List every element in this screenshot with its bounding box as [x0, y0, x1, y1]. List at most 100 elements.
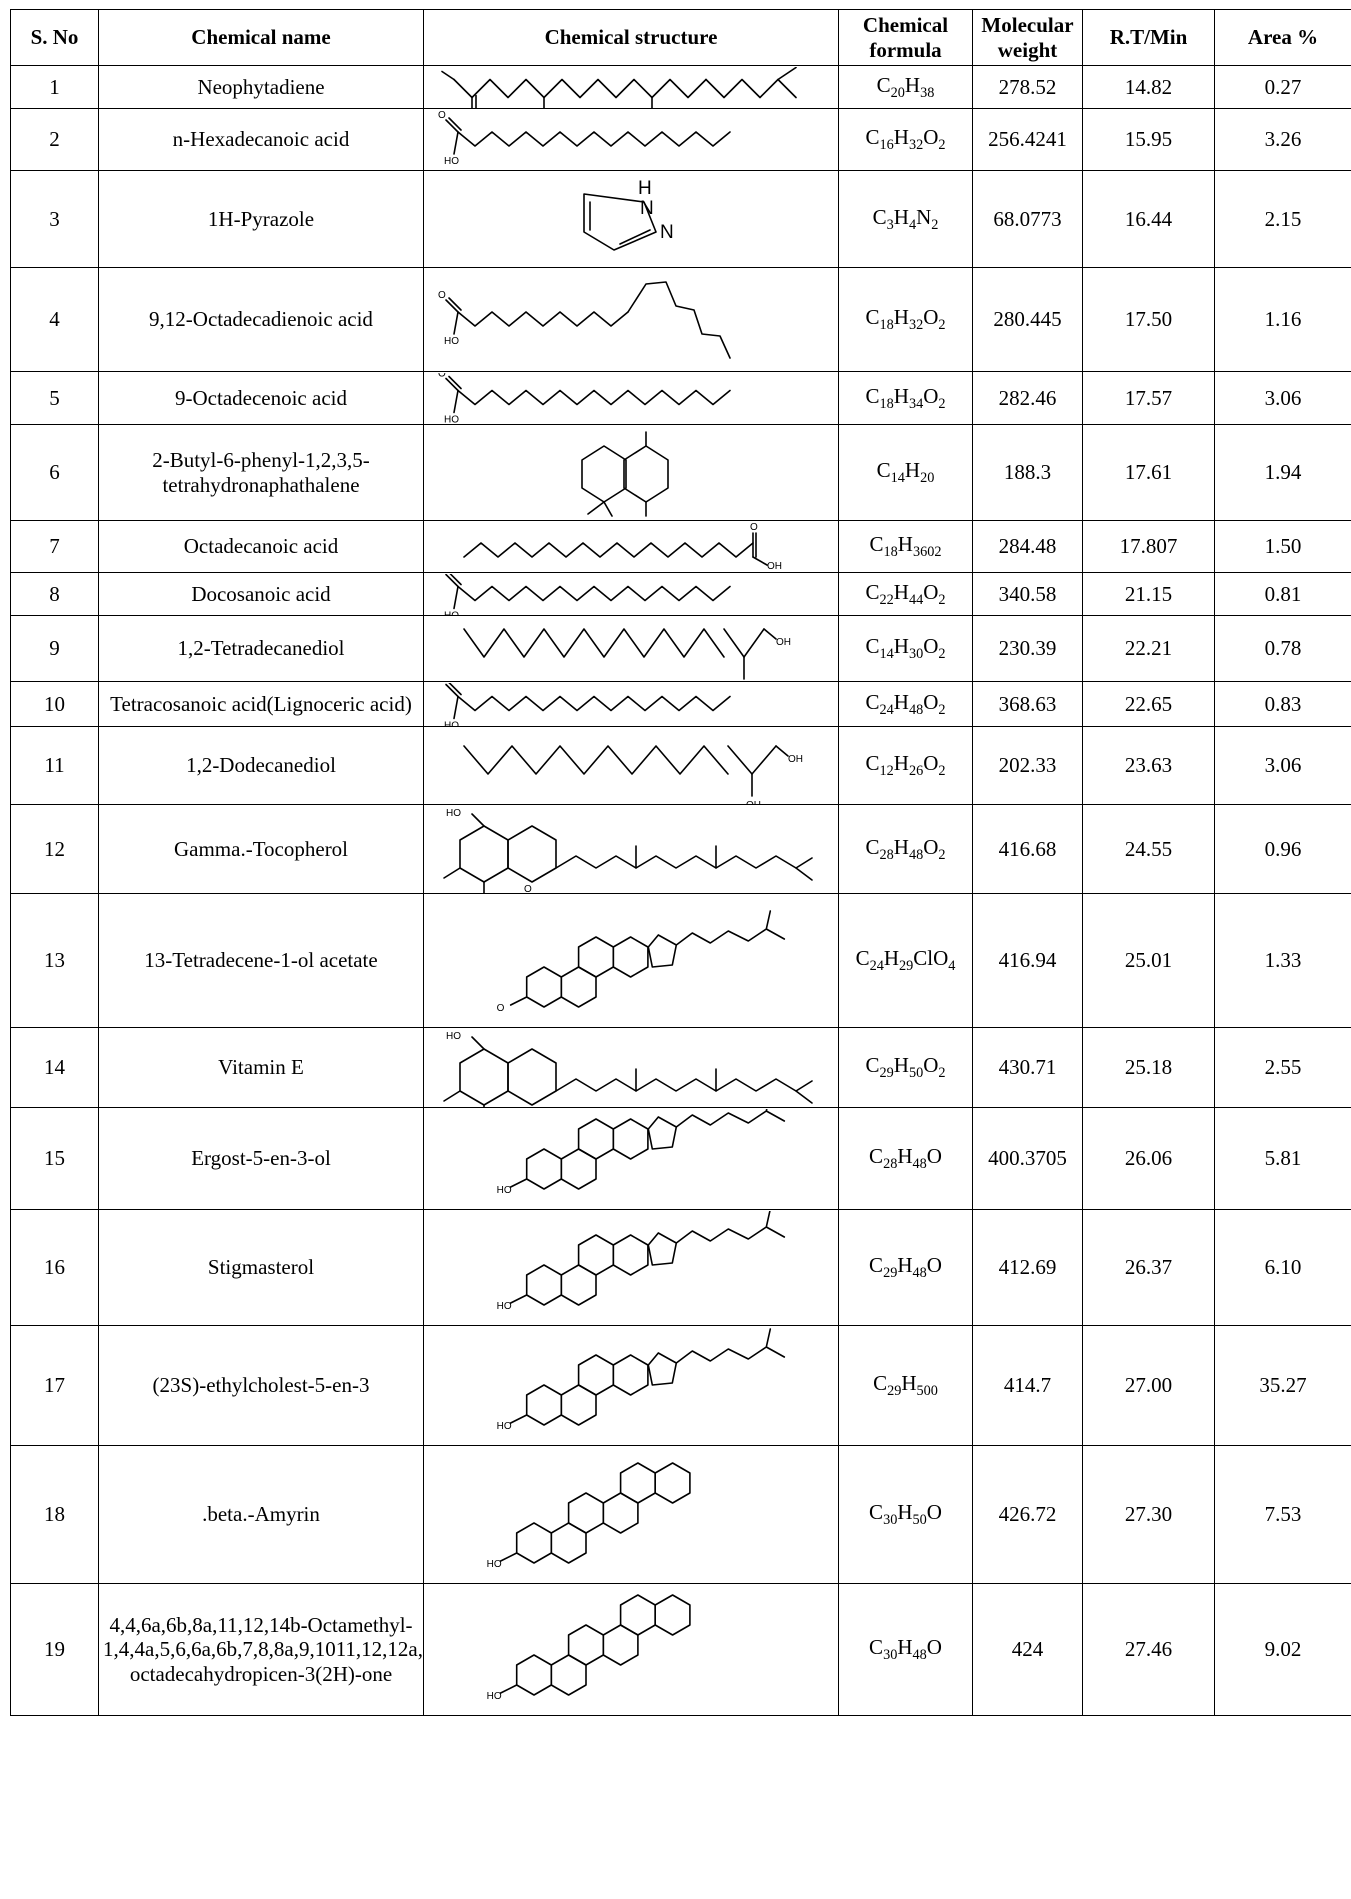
- svg-text:O: O: [438, 110, 446, 121]
- area-percent-cell: 2.15: [1214, 170, 1351, 268]
- chemical-name-cell: Neophytadiene: [98, 65, 424, 109]
- retention-time-cell: 17.57: [1082, 371, 1215, 425]
- table-row: 2 n-Hexadecanoic acid O HO C16H32O2 256.4241 1…: [10, 108, 1351, 171]
- table-row: 1 Neophytadiene C20H38 278.52 14.82 0.27: [10, 65, 1351, 109]
- table-row: 15 Ergost-5-en-3-ol HO C28H48O 400.3705 26.06…: [10, 1107, 1351, 1210]
- molecular-weight-cell: 412.69: [972, 1209, 1083, 1326]
- chemical-formula-cell: C28H48O: [838, 1107, 973, 1210]
- area-percent-cell: 35.27: [1214, 1325, 1351, 1446]
- area-percent-cell: 1.50: [1214, 520, 1351, 573]
- area-percent-cell: 2.55: [1214, 1027, 1351, 1108]
- chemical-name-cell: n-Hexadecanoic acid: [98, 108, 424, 171]
- area-percent-cell: 0.83: [1214, 681, 1351, 727]
- chemical-structure-drawing: HO O: [423, 804, 839, 894]
- area-percent-cell: 1.33: [1214, 893, 1351, 1028]
- header-chemical-formula: Chemical formula: [838, 9, 973, 66]
- chemical-formula-cell: C29H48O: [838, 1209, 973, 1326]
- serial-number-cell: 11: [10, 726, 99, 805]
- chemical-structure-drawing: O: [423, 893, 839, 1028]
- serial-number-cell: 12: [10, 804, 99, 894]
- serial-number-cell: 6: [10, 424, 99, 521]
- table-row: 7 Octadecanoic acid O OH C18H3602 284.48 17.80…: [10, 520, 1351, 573]
- chemical-name-cell: 13-Tetradecene-1-ol acetate: [98, 893, 424, 1028]
- molecular-weight-cell: 414.7: [972, 1325, 1083, 1446]
- serial-number-cell: 8: [10, 572, 99, 616]
- chemical-formula-cell: C30H50O: [838, 1445, 973, 1584]
- serial-number-cell: 5: [10, 371, 99, 425]
- svg-text:HO: HO: [444, 336, 459, 347]
- serial-number-cell: 1: [10, 65, 99, 109]
- retention-time-cell: 22.65: [1082, 681, 1215, 727]
- chemical-structure-drawing: O HO: [423, 267, 839, 372]
- molecular-weight-cell: 230.39: [972, 615, 1083, 682]
- header-molecular-weight: Molecular weight: [972, 9, 1083, 66]
- serial-number-cell: 19: [10, 1583, 99, 1716]
- retention-time-cell: 25.18: [1082, 1027, 1215, 1108]
- chemical-name-cell: .beta.-Amyrin: [98, 1445, 424, 1584]
- svg-text:HO: HO: [444, 720, 459, 726]
- chemical-structure-drawing: HO: [423, 1583, 839, 1716]
- retention-time-cell: 23.63: [1082, 726, 1215, 805]
- molecular-weight-cell: 424: [972, 1583, 1083, 1716]
- retention-time-cell: 17.807: [1082, 520, 1215, 573]
- area-percent-cell: 1.16: [1214, 267, 1351, 372]
- molecular-weight-cell: 416.94: [972, 893, 1083, 1028]
- area-percent-cell: 9.02: [1214, 1583, 1351, 1716]
- chemical-name-cell: (23S)-ethylcholest-5-en-3: [98, 1325, 424, 1446]
- chemical-formula-cell: C22H44O2: [838, 572, 973, 616]
- area-percent-cell: 0.78: [1214, 615, 1351, 682]
- retention-time-cell: 16.44: [1082, 170, 1215, 268]
- retention-time-cell: 21.15: [1082, 572, 1215, 616]
- table-row: 19 4,4,6a,6b,8a,11,12,14b-Octamethyl-1,4,…: [10, 1583, 1351, 1716]
- molecular-weight-cell: 188.3: [972, 424, 1083, 521]
- chemical-formula-cell: C28H48O2: [838, 804, 973, 894]
- chemical-structure-drawing: O HO: [423, 572, 839, 616]
- retention-time-cell: 27.30: [1082, 1445, 1215, 1584]
- chemical-formula-cell: C20H38: [838, 65, 973, 109]
- compounds-table: S. No Chemical name Chemical structure C…: [10, 9, 1351, 1716]
- table-row: 91,2-TetradecanediolOHOHC14H30O2230.3922…: [10, 615, 1351, 682]
- svg-text:OH: OH: [776, 637, 791, 648]
- svg-text:HO: HO: [446, 808, 461, 819]
- table-row: 5 9-Octadecenoic acid O HO C18H34O2 282.46 17.…: [10, 371, 1351, 425]
- chemical-formula-cell: C14H20: [838, 424, 973, 521]
- area-percent-cell: 1.94: [1214, 424, 1351, 521]
- header-area-percent: Area %: [1214, 9, 1351, 66]
- chemical-name-cell: 2-Butyl-6-phenyl-1,2,3,5-tetrahydronapha…: [98, 424, 424, 521]
- serial-number-cell: 18: [10, 1445, 99, 1584]
- serial-number-cell: 17: [10, 1325, 99, 1446]
- molecular-weight-cell: 256.4241: [972, 108, 1083, 171]
- chemical-name-cell: Stigmasterol: [98, 1209, 424, 1326]
- area-percent-cell: 3.06: [1214, 371, 1351, 425]
- chemical-name-cell: 9,12-Octadecadienoic acid: [98, 267, 424, 372]
- chemical-name-cell: Ergost-5-en-3-ol: [98, 1107, 424, 1210]
- serial-number-cell: 9: [10, 615, 99, 682]
- svg-text:OH: OH: [788, 754, 803, 765]
- svg-text:O: O: [438, 574, 446, 576]
- chemical-formula-cell: C12H26O2: [838, 726, 973, 805]
- retention-time-cell: 25.01: [1082, 893, 1215, 1028]
- chemical-formula-cell: C29H50O2: [838, 1027, 973, 1108]
- chemical-formula-cell: C14H30O2: [838, 615, 973, 682]
- serial-number-cell: 4: [10, 267, 99, 372]
- table-row: 3 1H-Pyrazole H N N C3H4N2 68.0773 16.44 2.15: [10, 170, 1351, 268]
- molecular-weight-cell: 340.58: [972, 572, 1083, 616]
- chemical-name-cell: 1,2-Tetradecanediol: [98, 615, 424, 682]
- retention-time-cell: 17.50: [1082, 267, 1215, 372]
- table-row: 16 Stigmasterol HO C29H48O 412.69 26.37 6.10: [10, 1209, 1351, 1326]
- chemical-formula-cell: C3H4N2: [838, 170, 973, 268]
- svg-text:N: N: [660, 222, 674, 243]
- svg-text:O: O: [524, 884, 532, 893]
- chemical-formula-cell: C29H500: [838, 1325, 973, 1446]
- chemical-structure-drawing: HO: [423, 1325, 839, 1446]
- chemical-structure-drawing: HO: [423, 1445, 839, 1584]
- molecular-weight-cell: 202.33: [972, 726, 1083, 805]
- svg-text:O: O: [438, 373, 446, 380]
- molecular-weight-cell: 278.52: [972, 65, 1083, 109]
- serial-number-cell: 7: [10, 520, 99, 573]
- svg-text:O: O: [438, 683, 446, 686]
- chemical-structure-drawing: HO: [423, 1209, 839, 1326]
